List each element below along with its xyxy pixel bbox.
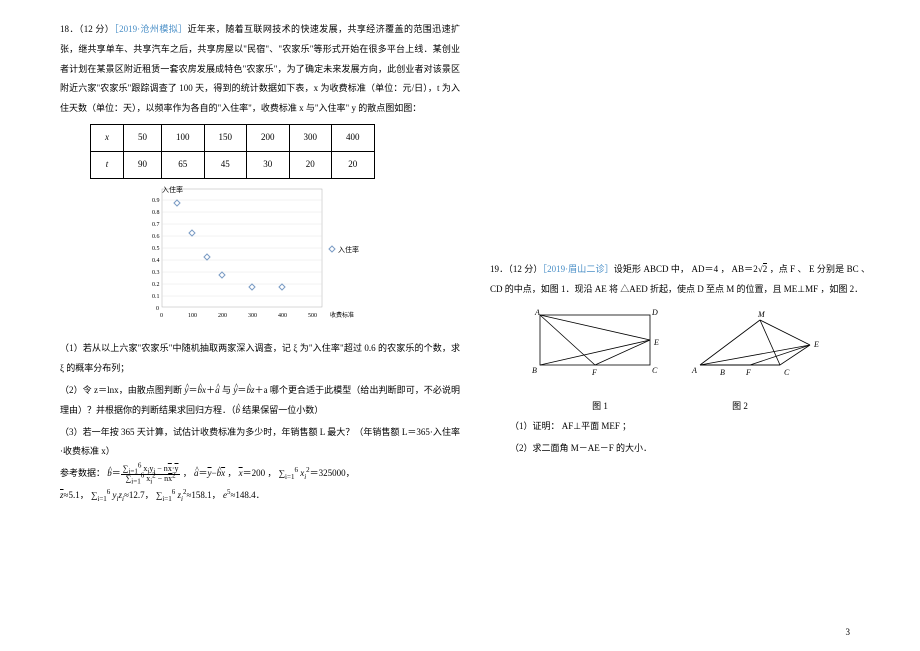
svg-text:D: D: [651, 308, 658, 317]
th-t: t: [91, 151, 124, 178]
chart-ylabel: 入住率: [162, 185, 183, 194]
scatter-chart: 入住率 0.9 0.8 0.7 0.6 0.5 0.4 0.3 0.2 0.1 …: [130, 184, 390, 332]
svg-text:400: 400: [278, 313, 287, 319]
q19-number: 19．（12 分）: [490, 264, 542, 274]
q19-1: （1）证明： AF⊥平面 MEF ；: [490, 417, 870, 437]
q18-number: 18．（12 分）: [60, 24, 114, 34]
svg-text:0.5: 0.5: [152, 246, 160, 252]
fig1-label: 图 1: [592, 397, 608, 417]
svg-text:0.3: 0.3: [152, 270, 160, 276]
svg-text:100: 100: [188, 313, 197, 319]
q19-2: （2）求二面角 M－AE－F 的大小．: [490, 439, 870, 459]
ref-data-2: z≈5.1， ∑i=16 yizi≈12.7， ∑i=16 zi2≈158.1，…: [60, 486, 460, 506]
q18-intro-text: 近年来，随着互联网技术的快速发展，共享经济覆盖的范围迅速扩张，继共享单车、共享汽…: [60, 24, 460, 113]
cell: 90: [124, 151, 162, 178]
svg-text:0.6: 0.6: [152, 234, 160, 240]
ref-val: ≈12.7: [124, 490, 145, 500]
svg-text:300: 300: [248, 313, 257, 319]
svg-text:0.8: 0.8: [152, 210, 160, 216]
q18-source: ［2019·沧州模拟］: [114, 24, 187, 34]
cell: 50: [124, 124, 162, 151]
svg-text:200: 200: [218, 313, 227, 319]
q2-text: 与: [220, 385, 234, 395]
q19-intro: 19．（12 分）［2019·眉山二诊］设矩形 ABCD 中， AD＝4 ， A…: [490, 260, 870, 300]
svg-text:收费标准: 收费标准: [330, 311, 354, 319]
ref-val: ≈158.1: [186, 490, 211, 500]
geometry-figures: A D E C F B A: [530, 305, 870, 393]
cell: 20: [332, 151, 375, 178]
ref-label: 参考数据：: [60, 468, 105, 478]
svg-text:0.1: 0.1: [152, 294, 160, 300]
ref-val: ≈5.1: [64, 490, 80, 500]
q19-source: ［2019·眉山二诊］: [542, 264, 613, 274]
svg-text:0.7: 0.7: [152, 222, 160, 228]
ref-val: ＝200: [243, 468, 266, 478]
svg-text:0.4: 0.4: [152, 258, 160, 264]
cell: 300: [289, 124, 332, 151]
chart-svg: 入住率 0.9 0.8 0.7 0.6 0.5 0.4 0.3 0.2 0.1 …: [130, 184, 390, 324]
svg-text:F: F: [591, 368, 597, 377]
svg-text:C: C: [784, 368, 790, 377]
q2-text: 结果保留一位小数）: [240, 405, 323, 415]
cell: 100: [162, 124, 205, 151]
q18-1: （1）若从以上六家"农家乐"中随机抽取两家深入调查，记 ξ 为"入住率"超过 0…: [60, 339, 460, 379]
table-row-t: t 90 65 45 30 20 20: [91, 151, 375, 178]
ref-val: ≈148.4: [230, 490, 255, 500]
page-number: 3: [846, 623, 851, 643]
svg-text:A: A: [691, 366, 697, 375]
geom-svg: A D E C F B A: [530, 305, 820, 385]
svg-text:M: M: [757, 310, 766, 319]
svg-text:B: B: [532, 366, 537, 375]
q18-intro: 18．（12 分）［2019·沧州模拟］近年来，随着互联网技术的快速发展，共享经…: [60, 20, 460, 119]
q18-3: （3）若一年按 365 天计算，试估计收费标准为多少时，年销售额 L 最大？（年…: [60, 423, 460, 463]
cell: 20: [289, 151, 332, 178]
cell: 45: [204, 151, 247, 178]
svg-text:F: F: [745, 368, 751, 377]
q2-text: （2）令 z＝lnx，由散点图判断: [60, 385, 184, 395]
svg-text:C: C: [652, 366, 658, 375]
q18-2: （2）令 z＝lnx，由散点图判断 y＝bx＋a 与 y＝bz＋a 哪个更合适于…: [60, 381, 460, 421]
cell: 65: [162, 151, 205, 178]
cell: 200: [247, 124, 290, 151]
svg-text:0: 0: [160, 313, 163, 319]
figure-labels: 图 1 图 2: [530, 397, 810, 417]
svg-text:0.2: 0.2: [152, 282, 160, 288]
fig2-label: 图 2: [732, 397, 748, 417]
svg-text:B: B: [720, 368, 725, 377]
cell: 400: [332, 124, 375, 151]
svg-text:E: E: [813, 340, 819, 349]
ref-val: ＝325000: [310, 468, 346, 478]
cell: 30: [247, 151, 290, 178]
svg-text:0.9: 0.9: [152, 198, 160, 204]
q19-text: 设矩形 ABCD 中， AD＝4 ， AB＝2: [614, 264, 758, 274]
svg-text:入住率: 入住率: [338, 245, 359, 254]
svg-text:500: 500: [308, 313, 317, 319]
table-row-x: x 50 100 150 200 300 400: [91, 124, 375, 151]
svg-text:A: A: [534, 308, 540, 317]
svg-text:0: 0: [156, 306, 159, 312]
th-x: x: [91, 124, 124, 151]
ref-data: 参考数据： b＝∑i=16 xiyi − nx·y∑i=16 xi2 − nx2…: [60, 464, 460, 484]
svg-text:E: E: [653, 338, 659, 347]
cell: 150: [204, 124, 247, 151]
data-table: x 50 100 150 200 300 400 t 90 65 45 30 2…: [90, 124, 375, 179]
